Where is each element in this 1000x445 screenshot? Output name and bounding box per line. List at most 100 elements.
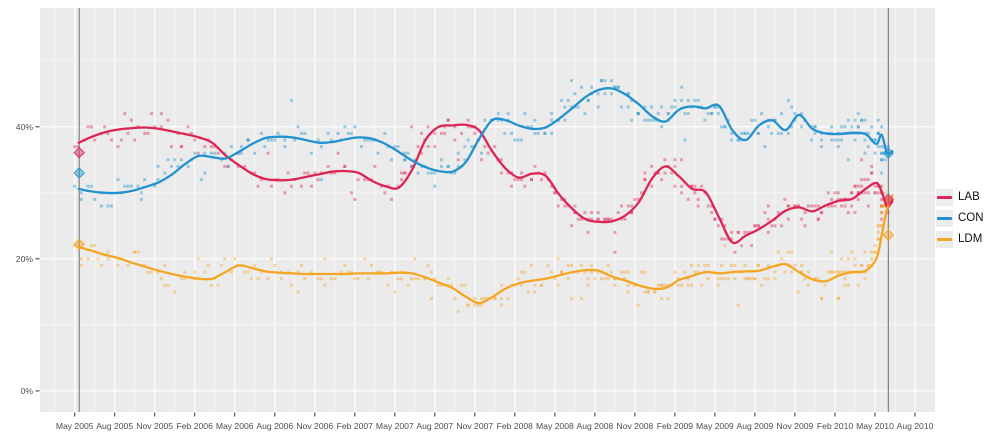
poll-point-ldm (246, 270, 250, 274)
poll-point-con (596, 105, 600, 109)
poll-point-con (199, 178, 203, 182)
poll-point-con (126, 184, 130, 188)
poll-point-ldm (680, 283, 684, 287)
poll-point-lab (833, 204, 837, 208)
poll-point-lab (89, 125, 93, 129)
poll-point-lab (736, 230, 740, 234)
poll-point-con (343, 125, 347, 129)
poll-point-con (309, 151, 313, 155)
poll-point-lab (596, 217, 600, 221)
poll-point-ldm (666, 297, 670, 300)
poll-point-con (800, 112, 804, 116)
poll-point-ldm (256, 277, 260, 281)
poll-point-lab (680, 184, 684, 188)
x-tick-label: May 2007 (376, 421, 414, 431)
poll-point-ldm (339, 270, 343, 274)
poll-point-ldm (126, 264, 130, 267)
poll-point-lab (833, 191, 837, 195)
poll-point-con (363, 138, 367, 142)
poll-point-ldm (346, 270, 350, 274)
poll-point-lab (196, 151, 200, 155)
poll-point-lab (776, 211, 780, 215)
poll-point-ldm (653, 290, 657, 294)
poll-point-lab (840, 204, 844, 208)
poll-point-con (550, 112, 553, 116)
poll-point-ldm (560, 270, 563, 274)
poll-point-ldm (800, 264, 804, 267)
poll-point-lab (603, 217, 607, 221)
poll-point-lab (736, 230, 740, 234)
poll-point-ldm (610, 270, 613, 274)
poll-point-lab (820, 211, 824, 215)
poll-point-lab (543, 171, 547, 175)
poll-point-con (626, 92, 630, 96)
poll-point-con (430, 171, 433, 175)
poll-point-con (543, 131, 547, 135)
poll-point-con (643, 118, 647, 122)
poll-point-ldm (580, 297, 583, 300)
poll-point-ldm (863, 277, 867, 281)
poll-point-ldm (590, 264, 593, 267)
poll-point-lab (440, 131, 443, 135)
poll-point-lab (446, 118, 450, 122)
poll-point-con (109, 204, 113, 208)
poll-point-lab (690, 184, 694, 188)
poll-point-con (860, 118, 864, 122)
poll-point-ldm (690, 264, 694, 267)
poll-point-lab (716, 224, 720, 228)
poll-point-con (89, 184, 93, 188)
poll-point-con (156, 164, 160, 168)
poll-point-con (106, 204, 110, 208)
x-tick-label: Nov 2009 (777, 421, 814, 431)
poll-point-lab (610, 217, 613, 221)
poll-point-ldm (756, 264, 760, 267)
poll-point-ldm (453, 297, 457, 300)
poll-point-lab (410, 125, 413, 129)
poll-point-lab (523, 184, 527, 188)
poll-point-ldm (273, 264, 277, 267)
poll-point-lab (886, 211, 890, 215)
poll-point-lab (630, 204, 634, 208)
poll-point-con (726, 118, 730, 122)
poll-point-con (773, 118, 777, 122)
poll-point-con (680, 85, 684, 89)
poll-point-ldm (790, 270, 794, 274)
poll-point-ldm (266, 277, 270, 281)
poll-point-con (603, 79, 607, 83)
poll-point-con (710, 112, 714, 116)
poll-point-con (776, 131, 780, 135)
poll-point-lab (826, 204, 830, 208)
x-tick-label: May 2009 (696, 421, 734, 431)
poll-point-con (203, 151, 207, 155)
poll-point-con (203, 171, 207, 175)
poll-point-ldm (833, 270, 837, 274)
poll-point-lab (880, 211, 884, 215)
poll-point-ldm (763, 277, 767, 281)
poll-point-ldm (540, 283, 543, 287)
poll-point-ldm (533, 283, 537, 287)
poll-point-lab (550, 184, 553, 188)
poll-point-con (846, 118, 850, 122)
poll-point-ldm (556, 257, 560, 261)
poll-point-ldm (743, 277, 747, 281)
poll-point-lab (743, 230, 747, 234)
poll-point-con (576, 105, 580, 109)
poll-point-lab (853, 184, 857, 188)
poll-point-con (456, 151, 460, 155)
poll-point-lab (480, 158, 483, 162)
poll-point-lab (93, 138, 97, 142)
poll-point-ldm (163, 283, 167, 287)
poll-point-ldm (436, 283, 440, 287)
poll-point-lab (853, 184, 857, 188)
poll-point-lab (286, 171, 290, 175)
poll-point-lab (870, 171, 874, 175)
poll-point-lab (746, 230, 750, 234)
poll-point-lab (259, 178, 263, 182)
poll-point-ldm (870, 257, 874, 261)
poll-point-con (846, 158, 850, 162)
poll-point-lab (873, 191, 877, 195)
poll-point-ldm (550, 270, 553, 274)
poll-point-ldm (883, 191, 887, 195)
poll-point-lab (663, 171, 667, 175)
poll-point-ldm (483, 297, 487, 300)
